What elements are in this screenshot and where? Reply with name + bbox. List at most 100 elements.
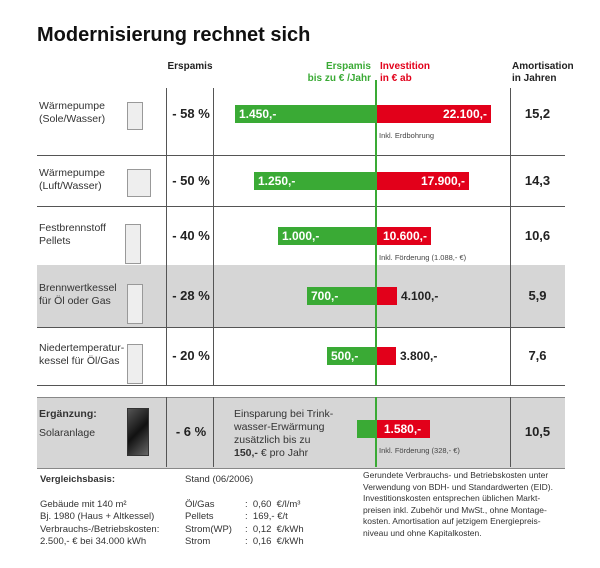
price-name: Pellets [185,511,214,522]
row-amortisation: 10,6 [524,228,551,243]
price-row: Strom : 0,16 €/kWh [185,536,304,549]
header-amortisation: Amortisation in Jahren [512,61,574,85]
header-ersparnis-jahr: Erspamis bis zu € /Jahr [270,61,371,85]
note-line: Gerundete Verbrauchs- und Betriebskosten… [363,470,549,480]
basis-line: Gebäude mit 140 m² [40,498,127,510]
row-amortisation: 15,2 [524,106,551,121]
column-divider [213,88,214,385]
solar-text-4-bold: 150,- [234,447,258,459]
table-row: Niedertemperatur- kessel für Öl/Gas - 20… [37,327,565,385]
row-label-1: Brennwertkessel [39,282,117,294]
solar-text-1: Einsparung bei Trink- [234,408,334,420]
price-value: : 0,16 €/kWh [245,536,304,547]
row-percent: - 28 % [172,288,210,303]
note-line: preisen inkl. Zubehör und MwSt., ohne Mo… [363,504,547,515]
solar-row: Ergänzung: Solaranlage - 6 % Einsparung … [37,397,565,469]
column-divider [510,88,511,385]
solar-text-4-rest: € pro Jahr [260,447,309,459]
note-line: Investitionskosten entsprechen üblichen … [363,493,541,503]
row-label-2: (Sole/Wasser) [39,113,106,125]
basis-title: Vergleichsbasis: [40,474,115,485]
header-amortisation-line2: in Jahren [512,73,557,84]
basis-line: Verbrauchs-/Betriebskosten: [40,523,160,535]
invest-bar [376,287,397,305]
price-value: : 169,- €/t [245,511,288,522]
row-amortisation: 5,9 [528,288,547,303]
price-name: Strom [185,536,211,547]
axis-zero-line-solar [375,397,377,467]
price-row: Pellets : 169,- €/t [185,511,304,524]
row-divider [37,155,565,156]
heat-pump-icon [127,102,143,130]
table-row: Wärmepumpe (Luft/Wasser) - 50 % 1.250,- 17… [37,155,565,206]
solar-description: Einsparung bei Trink- wasser-Erwärmung z… [234,408,333,460]
savings-bar: 700,- [307,287,375,305]
table-row: Brennwertkessel für Öl oder Gas - 28 % 70… [37,265,565,327]
row-amortisation: 7,6 [528,348,547,363]
row-label-2: kessel für Öl/Gas [39,355,120,367]
solar-label-1: Ergänzung: [39,408,97,420]
savings-bar: 500,- [327,347,375,365]
solar-invest-bar: 1.580,- [375,420,430,438]
column-divider [166,397,167,467]
price-list: Öl/Gas : 0,60 €/l/m³ Pellets : 169,- €/t Str… [185,499,304,549]
solar-text-3: zusätzlich bis zu [234,434,311,446]
invest-bar: 10.600,- [376,227,431,245]
row-percent: - 20 % [172,348,210,363]
axis-zero-line [375,80,377,385]
column-divider [213,397,214,467]
column-divider [510,397,511,467]
price-value: : 0,12 €/kWh [245,523,304,535]
page-title: Modernisierung rechnet sich [37,24,311,46]
row-percent: - 58 % [172,106,210,121]
row-percent: - 40 % [172,228,210,243]
solar-text-2: wasser-Erwärmung [234,421,325,433]
condensing-boiler-icon [127,284,143,324]
row-label-2: für Öl oder Gas [39,295,111,307]
basis-line: 2.500,- € bei 34.000 kWh [40,536,147,547]
solar-text-4: 150,- € pro Jahr [234,447,333,460]
solar-percent: - 6 % [175,424,207,439]
solar-panel-icon [127,408,149,456]
price-value: : 0,60 €/l/m³ [245,498,301,510]
footer-prices: Stand (06/2006) Öl/Gas: 0,60 €/l/m³ Pelle… [185,474,304,549]
stand-date: Stand (06/2006) [185,474,254,485]
row-label-1: Wärmepumpe [39,167,105,179]
header-investition-line2: in € ab [380,73,412,84]
row-divider [37,206,565,207]
header-ersparnis-jahr-line1: Erspamis [325,61,371,72]
row-label-1: Festbrennstoff [39,222,106,234]
solar-savings-bar [357,420,375,438]
note-line: kosten. Amortisation auf jetzigem Energi… [363,516,541,526]
row-divider [37,385,565,386]
price-row: Strom(WP): 0,12 €/kWh [185,524,304,537]
savings-bar: 1.450,- [235,105,375,123]
invest-bar: 17.900,- [376,172,469,190]
column-divider [166,88,167,385]
row-percent: - 50 % [172,173,210,188]
basis-line: Bj. 1980 (Haus + Altkessel) [40,511,155,522]
low-temp-boiler-icon [127,344,143,384]
solar-note: Inkl. Förderung (328,- €) [379,446,460,455]
row-divider [37,327,565,328]
price-name: Öl/Gas [185,498,215,510]
pellet-boiler-icon [125,224,141,264]
row-amortisation: 14,3 [524,173,551,188]
table-row: Wärmepumpe (Sole/Wasser) - 58 % 1.450,- 22… [37,88,565,155]
air-heat-pump-icon [127,169,151,197]
row-note: Inkl. Förderung (1.088,- €) [379,253,467,262]
row-label-2: Pellets [39,235,71,247]
footer-basis: Vergleichsbasis: Gebäude mit 140 m² Bj. … [40,474,159,549]
row-label-2: (Luft/Wasser) [39,180,102,192]
header-ersparnis: Erspamis [167,61,213,72]
solar-label-2: Solaranlage [39,427,96,439]
footer-notes: Gerundete Verbrauchs- und Betriebskosten… [363,470,553,539]
solar-amort: 10,5 [524,424,551,439]
price-row: Öl/Gas : 0,60 €/l/m³ [185,499,304,512]
note-line: niveau und ohne Kapitalkosten. [363,527,482,538]
invest-bar [376,347,396,365]
row-note: Inkl. Erdbohrung [379,131,435,140]
savings-bar: 1.250,- [254,172,375,190]
table-row: Festbrennstoff Pellets - 40 % 1.000,- 10.6… [37,206,565,265]
